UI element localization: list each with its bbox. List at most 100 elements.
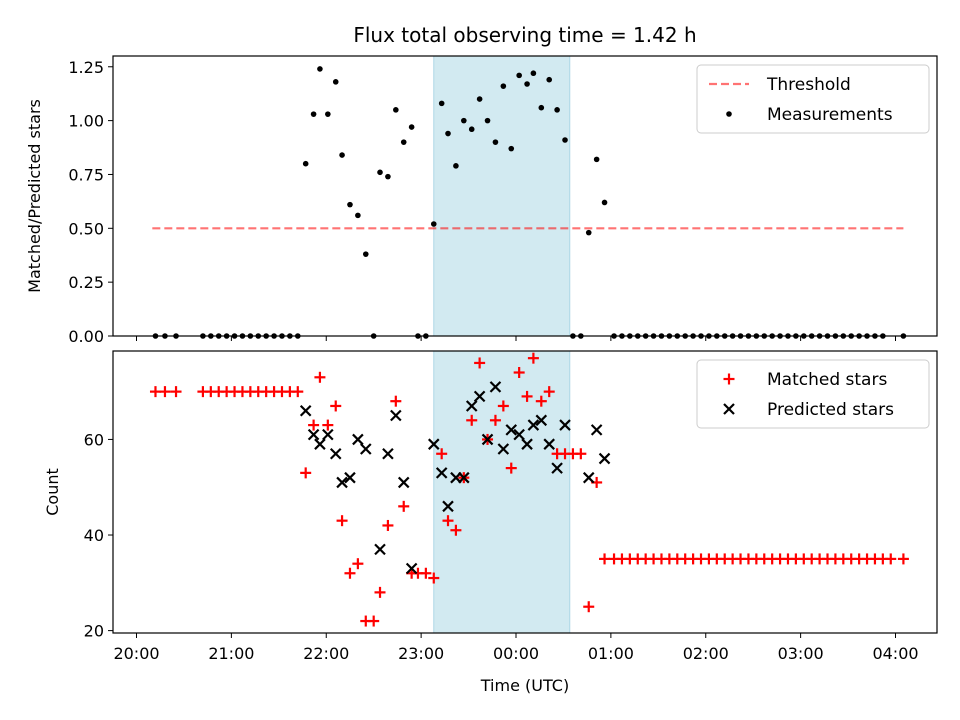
data-point [382,447,394,460]
data-point-b [473,390,486,403]
data-point-b [329,447,342,460]
data-point [332,79,339,85]
data-point-b [405,562,418,575]
data-point-b [543,438,555,450]
axes-frame [112,350,938,634]
x-tick-label: 22:00 [303,644,349,663]
legend: Threshold Measurements [696,64,930,134]
data-point [500,83,507,89]
data-point-b [336,476,348,489]
legend-box [696,359,930,429]
data-point [382,519,394,531]
highlight-span [433,55,571,337]
data-point-b [352,433,364,446]
data-point [527,419,540,431]
x-tick-label: 03:00 [778,644,824,663]
data-point-b [435,467,448,479]
data-point [307,428,320,441]
y-tick-label: 1.00 [68,112,104,131]
legend-predicted-swatch [723,403,735,415]
data-point [390,409,402,422]
data-point [474,357,486,369]
legend: Matched stars Predicted stars [696,359,930,429]
data-point [508,145,515,152]
data-point [583,601,595,613]
data-point-b [481,433,494,446]
data-point [314,438,326,450]
bottom-panel-counts: 20 40 60 20:00 21:00 22:00 23:00 00:00 01:00 02:0… [43,350,938,695]
y-tick-label: 0.25 [68,273,104,292]
data-point-b [427,438,440,450]
data-point [521,438,533,450]
data-point-b [299,404,312,417]
data-point [505,424,518,436]
data-point [159,386,171,398]
data-point [317,66,323,72]
data-point [535,395,547,407]
data-point [430,221,437,227]
data-point [516,72,522,79]
data-point [352,558,364,570]
data-point [458,471,470,484]
data-point [344,567,356,579]
data-point [377,169,383,176]
data-point-b [505,424,518,436]
data-point [360,443,372,455]
x-axis-label: Time (UTC) [480,676,569,695]
data-point [453,163,459,169]
data-point [339,152,345,158]
data-point [420,567,432,579]
data-point [385,173,391,180]
data-point [445,130,451,137]
legend-label: Threshold [766,75,851,95]
data-point [355,212,361,219]
legend-predicted-swatch-b [723,403,735,415]
data-point [601,199,608,206]
data-point [885,553,897,565]
data-point [489,381,502,393]
data-point [543,438,555,450]
y-axis-label: Count [43,468,62,516]
y-tick-label: 1.25 [68,58,104,77]
data-point [535,414,548,427]
data-point [489,414,501,426]
top-panel-ratio: 0.00 0.25 0.50 0.75 1.00 1.25 Matched/Predicte… [25,55,938,346]
data-point [344,471,356,484]
data-point-b [322,428,334,441]
data-point [551,462,563,474]
data-point-b [344,471,356,484]
data-point [405,562,418,575]
axes-frame [112,55,938,337]
data-point [546,76,553,83]
data-point [435,467,448,479]
data-point-b [442,500,454,513]
data-point [476,96,483,102]
data-point [575,448,587,460]
data-point [302,160,309,167]
data-point-b [559,419,571,431]
data-point [505,462,517,474]
data-point [598,452,611,465]
data-point [428,572,440,584]
legend-measurements-swatch [726,111,732,117]
data-point-b [397,476,410,489]
data-point [513,367,525,379]
y-axis-label: Matched/Predicted stars [25,99,44,293]
data-point [400,139,407,145]
x-tick-label: 00:00 [493,644,539,663]
data-point-b [390,409,402,422]
data-point [461,117,467,124]
data-point [497,443,510,455]
data-point-b [590,424,603,436]
data-point [538,104,545,111]
data-point-b [527,419,540,431]
data-point [438,100,445,107]
legend-label: Measurements [767,105,893,125]
data-point [450,524,462,536]
data-point [521,390,533,402]
data-point [393,107,399,113]
data-point [292,386,304,398]
data-point [497,400,509,412]
data-point [593,156,600,163]
